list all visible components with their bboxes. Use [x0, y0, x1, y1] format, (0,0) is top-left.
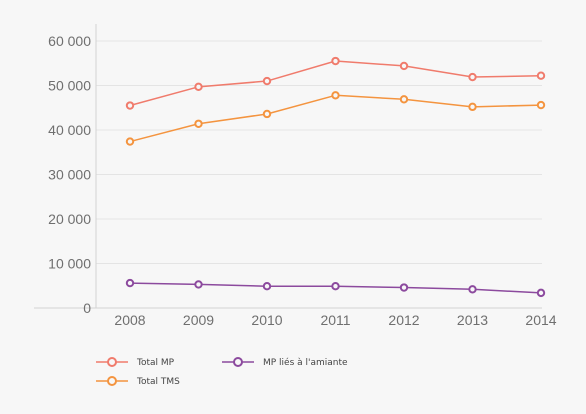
data-point	[468, 285, 477, 294]
x-tick-label: 2009	[183, 312, 214, 328]
legend-marker	[107, 357, 117, 367]
series-layer	[125, 56, 546, 298]
y-tick-label: 20 000	[48, 211, 91, 227]
x-tick-label: 2013	[457, 312, 488, 328]
data-point	[125, 101, 135, 110]
x-tick-label: 2010	[251, 312, 282, 328]
x-tick-label: 2014	[525, 312, 556, 328]
x-tick-label: 2011	[320, 312, 350, 328]
legend-item-3: MP liés à l'amiante	[222, 357, 348, 368]
data-point	[331, 91, 340, 100]
data-point	[194, 82, 203, 92]
data-point	[331, 56, 340, 66]
axis-layer	[34, 24, 542, 309]
legend-label: Total TMS	[136, 377, 180, 387]
x-tick-label: 2012	[388, 312, 419, 328]
legend-label: MP liés à l'amiante	[263, 357, 348, 368]
legend-marker	[233, 357, 243, 367]
data-point	[125, 137, 135, 146]
data-point	[194, 280, 203, 289]
data-point	[468, 102, 477, 112]
legend-marker	[107, 376, 117, 386]
legend-item-2: Total TMS	[96, 376, 180, 387]
y-tick-label: 60 000	[48, 33, 91, 49]
x-tick-label: 2008	[114, 312, 145, 328]
legend-item-1: Total MP	[96, 357, 175, 368]
y-tick-label: 10 000	[48, 256, 91, 272]
grid-layer	[96, 40, 542, 264]
data-point	[331, 281, 340, 291]
data-point	[399, 283, 409, 292]
tick-layer: 0 10 000 20 000 30 000 40 000 50 000 60 000 200…	[48, 33, 557, 328]
data-point	[536, 100, 546, 110]
data-point	[125, 278, 135, 288]
data-point	[399, 61, 409, 71]
data-point	[536, 288, 546, 298]
y-tick-label: 40 000	[48, 122, 91, 138]
y-tick-label: 30 000	[48, 167, 91, 183]
legend: Total MP MP liés à l'amiante Total TMS	[96, 357, 348, 387]
data-point	[262, 76, 272, 86]
data-point	[399, 95, 409, 104]
data-point	[194, 119, 203, 128]
data-point	[536, 71, 546, 80]
y-tick-label: 50 000	[48, 78, 91, 94]
data-point	[468, 72, 477, 82]
y-tick-label: 0	[83, 300, 91, 316]
data-point	[262, 281, 272, 291]
data-point	[262, 109, 272, 119]
series-line-2	[129, 94, 542, 143]
legend-label: Total MP	[136, 358, 175, 368]
